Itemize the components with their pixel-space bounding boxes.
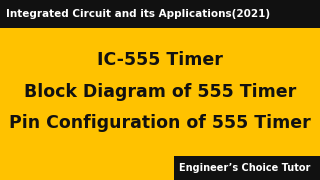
Bar [0,0,320,28]
Bar [174,156,320,180]
Text: Integrated Circuit and its Applications(2021): Integrated Circuit and its Applications(… [6,9,270,19]
Text: Engineer’s Choice Tutor: Engineer’s Choice Tutor [179,163,310,173]
Text: Block Diagram of 555 Timer: Block Diagram of 555 Timer [24,83,296,101]
Text: Pin Configuration of 555 Timer: Pin Configuration of 555 Timer [9,114,311,132]
Text: IC-555 Timer: IC-555 Timer [97,51,223,69]
